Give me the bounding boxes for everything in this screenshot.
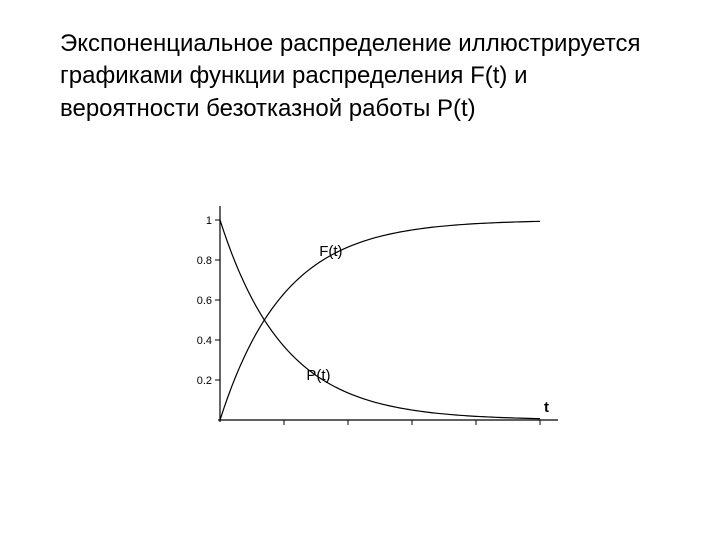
curve-F: [220, 221, 540, 420]
y-tick-label: 0.8: [197, 255, 212, 267]
page: Экспоненциальное распределение иллюстрир…: [0, 0, 720, 540]
x-axis-label: t: [544, 399, 549, 416]
description-text: Экспоненциальное распределение иллюстрир…: [60, 28, 670, 125]
y-tick-label: 0.4: [197, 335, 212, 347]
exponential-chart: 0.2 0.4 0.6 0.8 1 t F(t) P(t): [180, 200, 580, 480]
y-tick-label: 1: [206, 215, 212, 227]
curve-P: [220, 220, 540, 419]
label-F: F(t): [319, 243, 342, 260]
label-P: P(t): [306, 367, 330, 384]
y-tick-label: 0.6: [197, 295, 212, 307]
chart-container: 0.2 0.4 0.6 0.8 1 t F(t) P(t): [180, 200, 580, 480]
y-tick-label: 0.2: [197, 375, 212, 387]
